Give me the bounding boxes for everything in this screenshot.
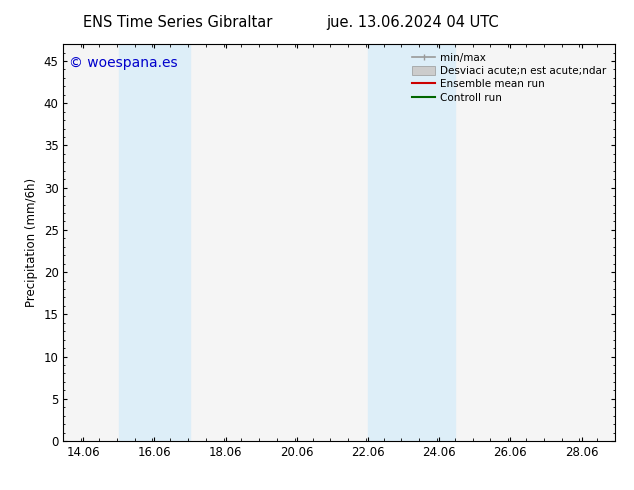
Text: jue. 13.06.2024 04 UTC: jue. 13.06.2024 04 UTC [326,15,498,30]
Text: ENS Time Series Gibraltar: ENS Time Series Gibraltar [83,15,272,30]
Legend: min/max, Desviaci acute;n est acute;ndar, Ensemble mean run, Controll run: min/max, Desviaci acute;n est acute;ndar… [409,49,610,106]
Bar [368,44,455,441]
Y-axis label: Precipitation (mm/6h): Precipitation (mm/6h) [25,178,38,307]
Text: © woespana.es: © woespana.es [69,56,178,70]
Bar [119,44,190,441]
